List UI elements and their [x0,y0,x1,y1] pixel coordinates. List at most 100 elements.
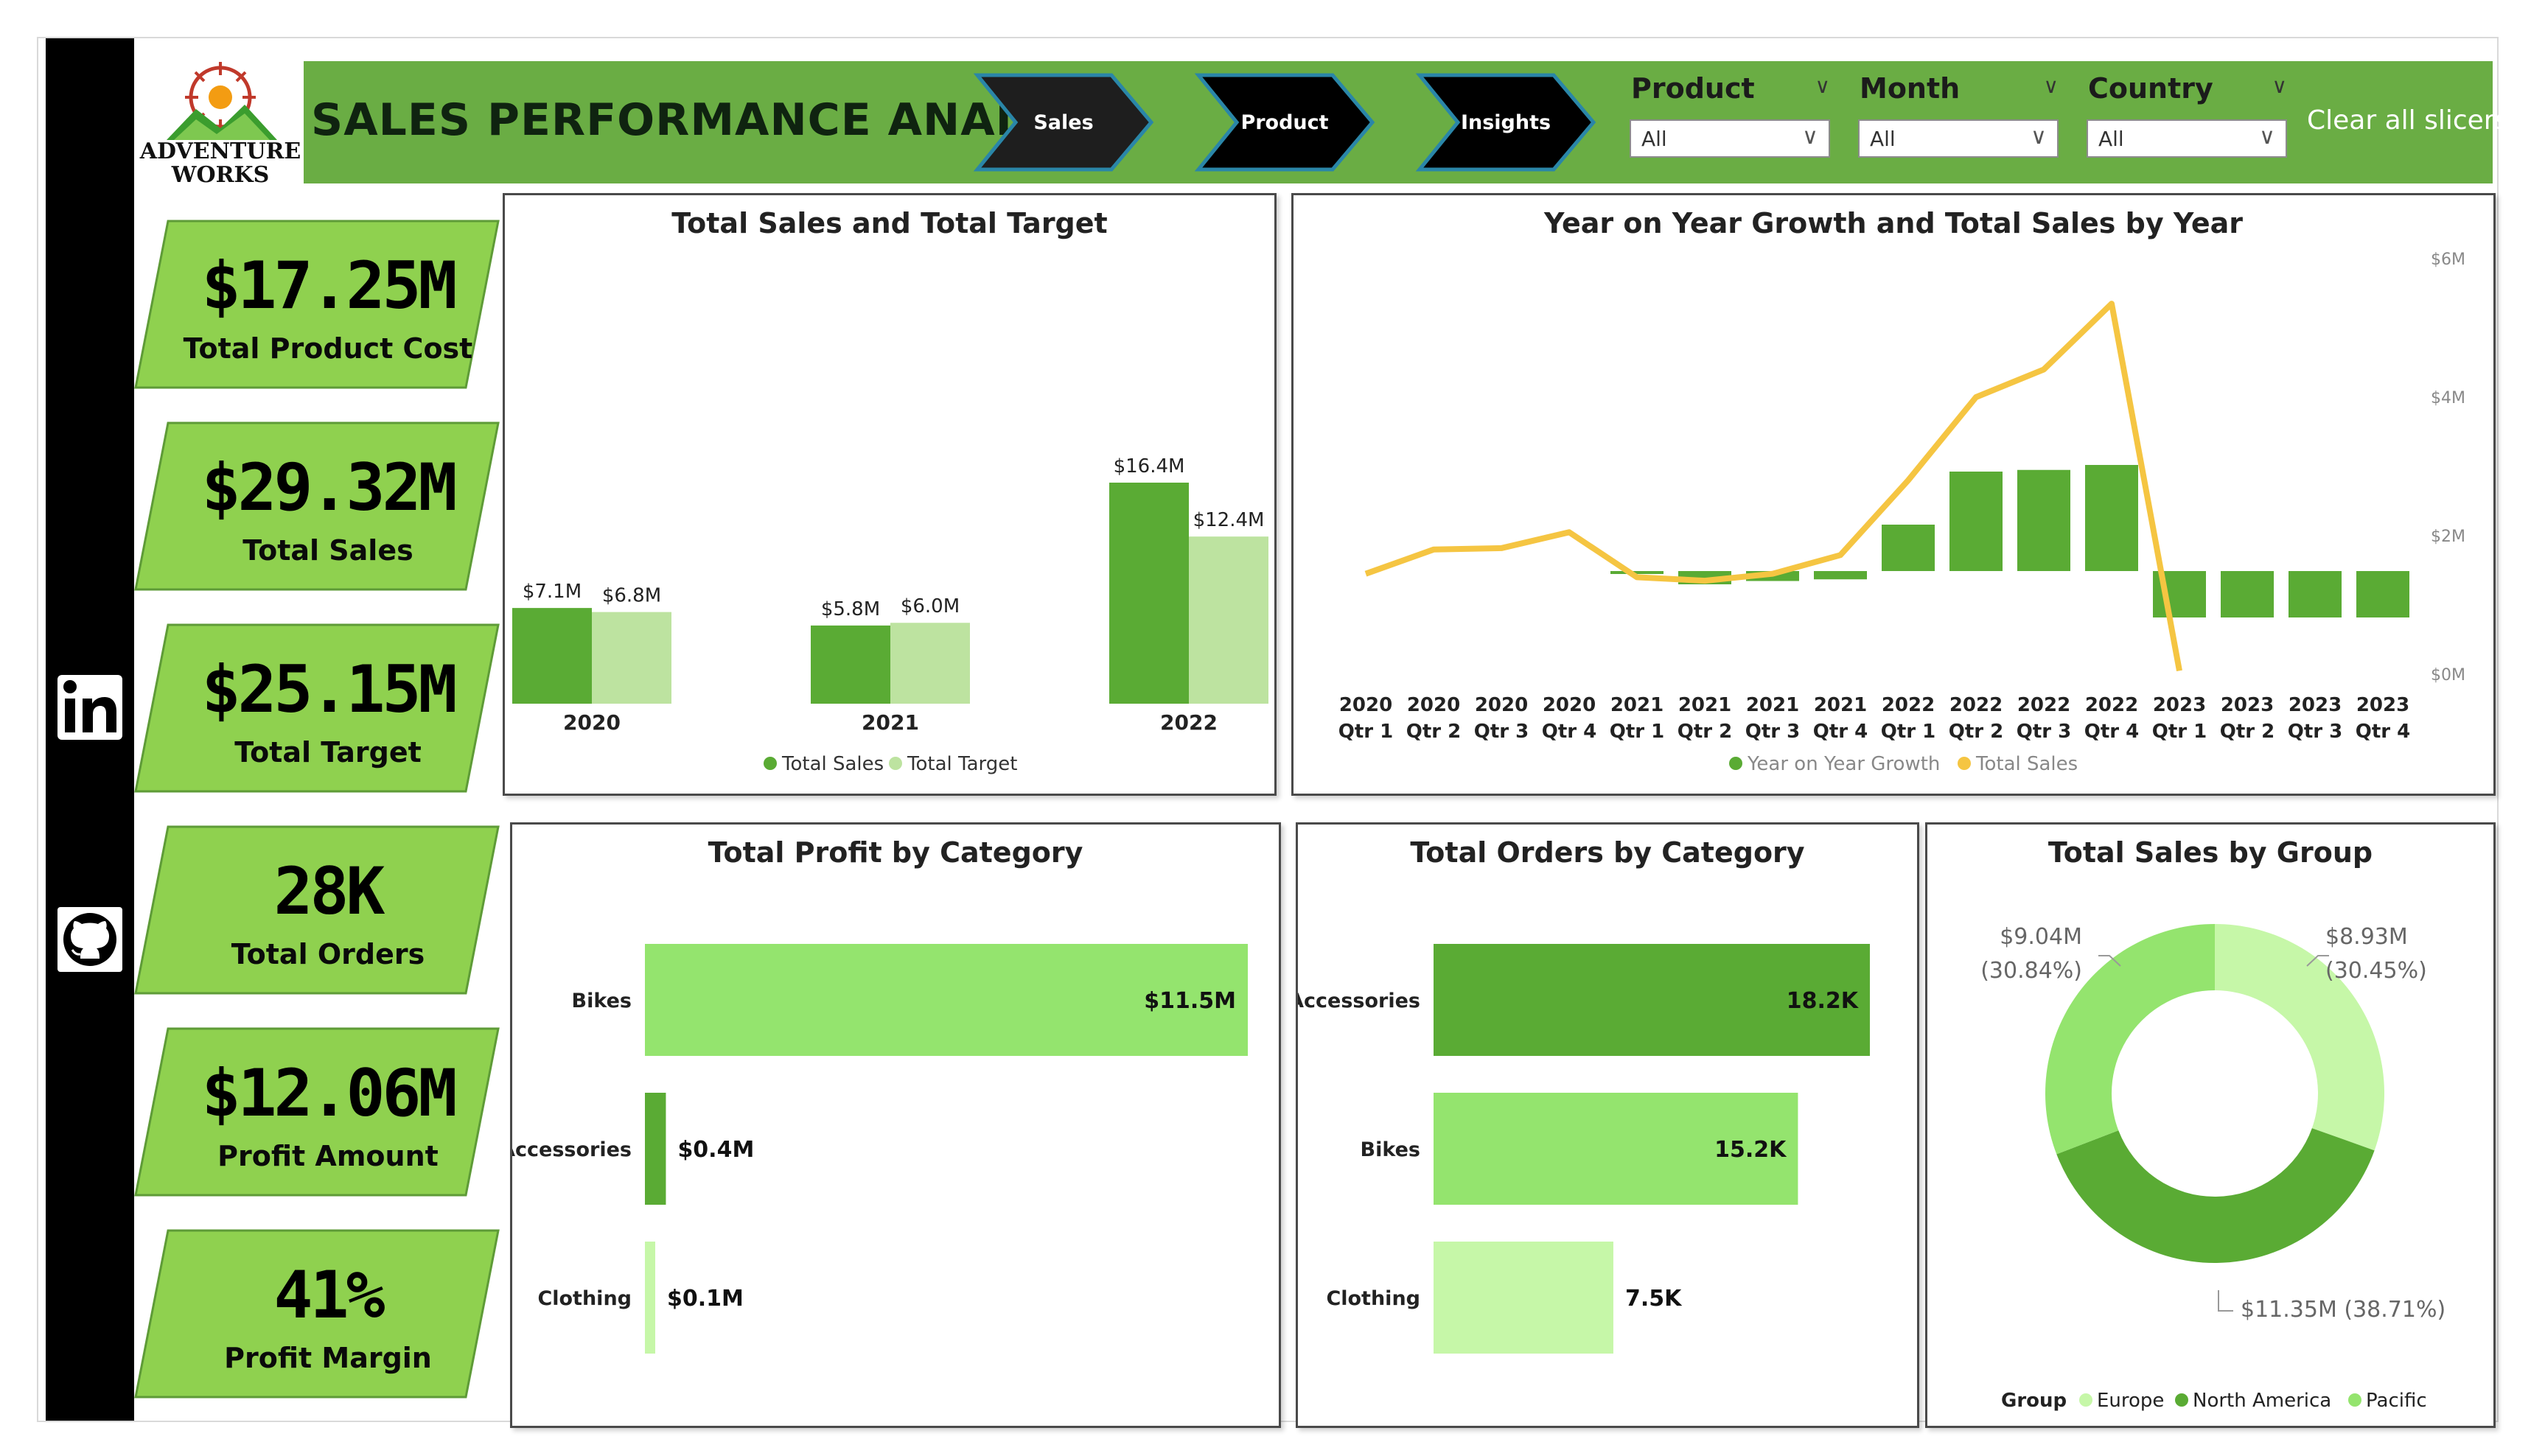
kpi-card-total-sales: $29.32M Total Sales [133,420,501,593]
slicer-title: Country [2088,72,2213,105]
x-tick-label-year: 2022 [1949,694,2003,716]
data-label: 15.2K [1714,1137,1787,1163]
page-title: SALES PERFORMANCE ANALYSIS [311,94,1133,146]
bar-total-target-2022 [1189,536,1268,704]
x-tick-label-year: 2020 [1407,694,1460,716]
bar-yoy-growth [2289,571,2342,617]
clear-slicers-button[interactable]: Clear all slicers [2307,105,2509,136]
kpi-value: 41% [273,1257,385,1333]
data-label: $6.0M [901,595,960,617]
x-tick-label-year: 2023 [2153,694,2206,716]
chevron-down-icon[interactable]: ∨ [2043,74,2059,98]
legend-marker [2348,1393,2361,1407]
x-tick-label-quarter: Qtr 3 [2017,721,2072,743]
x-tick-label-quarter: Qtr 4 [1813,721,1868,743]
x-tick-label-quarter: Qtr 2 [2220,721,2275,743]
product-slicer[interactable]: Product ∨ All ∨ [1624,68,1837,164]
chevron-down-icon[interactable]: ∨ [2272,74,2288,98]
chart-title: Total Sales and Total Target [671,207,1108,239]
orders-by-category-panel[interactable]: Total Orders by Category Accessories 18.2… [1296,822,1919,1428]
profit-by-category-panel[interactable]: Total Profit by Category Bikes $11.5M Acce… [510,822,1281,1428]
legend-label: Total Sales [781,753,884,775]
bar-total-sales-2021 [811,625,890,704]
y-tick-label: $6M [2431,251,2465,269]
month-dropdown[interactable]: All ∨ [1858,119,2059,158]
legend-label: Year on Year Growth [1747,753,1940,775]
x-tick-label-year: 2020 [1475,694,1528,716]
x-tick-label-quarter: Qtr 4 [2084,721,2140,743]
nav-button-product[interactable]: Product [1193,71,1377,174]
x-tick-label: 2022 [1160,710,1218,735]
nav-button-insights[interactable]: Insights [1414,71,1598,174]
legend-title: Group [2001,1390,2067,1412]
logo-text-line1: ADVENTURE [139,139,301,164]
yoy-growth-chart: $6M $4M $2M $0M 2020 Qtr 1 2020 Qtr 2 2020 Qtr 3 2… [1338,251,2465,775]
bar-yoy-growth [1949,472,2003,571]
chart-title: Total Profit by Category [708,836,1083,869]
bar-total-target-2020 [592,612,671,704]
y-tick-label: $0M [2431,666,2465,685]
kpi-value: $25.15M [201,651,458,727]
x-tick-label-quarter: Qtr 3 [1474,721,1529,743]
slice-label: $8.93M [2325,924,2408,950]
legend-label: North America [2193,1390,2331,1412]
bar-yoy-growth [2085,465,2138,571]
dropdown-value: All [1641,127,1667,151]
x-tick-label-quarter: Qtr 2 [1406,721,1462,743]
x-tick-label-year: 2021 [1814,694,1867,716]
bar-total-target-2021 [890,623,970,704]
bar-yoy-growth [1814,571,1867,580]
x-tick-label-quarter: Qtr 1 [1610,721,1665,743]
x-tick-label-year: 2022 [2017,694,2070,716]
line-total-sales [1364,301,2182,672]
chevron-down-icon: ∨ [2031,124,2047,150]
data-label: $12.4M [1193,509,1265,531]
legend-label: Pacific [2366,1390,2427,1412]
data-label: 18.2K [1787,988,1860,1014]
bar-total-sales-2022 [1109,483,1189,704]
sales-by-group-chart: $8.93M (30.45%) $9.04M (30.84%) $11.35M (38.… [1980,924,2446,1412]
yoy-growth-chart-panel[interactable]: Year on Year Growth and Total Sales by Y… [1291,193,2496,796]
x-tick-label-quarter: Qtr 4 [2356,721,2411,743]
adventure-works-logo: ADVENTURE WORKS [137,52,304,188]
sun-icon [185,62,256,133]
kpi-label: Profit Amount [217,1140,439,1172]
country-dropdown[interactable]: All ∨ [2087,119,2287,158]
legend-marker [764,757,777,770]
kpi-value: $17.25M [201,248,458,323]
nav-button-sales[interactable]: Sales [971,71,1156,174]
sales-target-chart-panel[interactable]: Total Sales and Total Target $7.1M $6.8M 2… [503,193,1277,796]
month-slicer[interactable]: Month ∨ All ∨ [1852,68,2066,164]
data-label: $6.8M [602,585,661,607]
dropdown-value: All [2098,127,2124,151]
sales-by-group-panel[interactable]: Total Sales by Group $8.93M (30.45%) $9.04… [1925,822,2496,1428]
bar-bikes [1434,1093,1798,1205]
linkedin-icon[interactable] [46,671,134,744]
chart-title: Year on Year Growth and Total Sales by Y… [1543,207,2243,239]
slice-label: $11.35M (38.71%) [2241,1297,2446,1323]
x-tick-label-quarter: Qtr 4 [1542,721,1597,743]
x-tick-label-quarter: Qtr 2 [1949,721,2004,743]
chevron-down-icon: ∨ [2259,124,2275,150]
product-dropdown[interactable]: All ∨ [1630,119,1830,158]
bar-accessories [1434,944,1870,1056]
category-label: Clothing [1326,1287,1420,1310]
slicer-title: Month [1860,72,1961,105]
nav-label: Product [1240,111,1329,134]
kpi-card-profit-amount: $12.06M Profit Amount [133,1026,501,1199]
x-tick-label-quarter: Qtr 2 [1678,721,1733,743]
kpi-label: Total Orders [231,938,425,970]
kpi-label: Total Target [234,736,422,769]
github-icon[interactable] [46,903,134,976]
legend-label: Total Target [907,753,1017,775]
bar-yoy-growth [1882,525,1935,571]
category-label: Accessories [512,1138,632,1161]
country-slicer[interactable]: Country ∨ All ∨ [2081,68,2294,164]
kpi-card-profit-margin: 41% Profit Margin [133,1228,501,1401]
data-label: $11.5M [1144,988,1236,1014]
legend-marker [2175,1393,2188,1407]
x-tick-label: 2020 [563,710,621,735]
chevron-down-icon[interactable]: ∨ [1815,74,1831,98]
legend-label: Total Sales [1975,753,2078,775]
kpi-label: Total Product Cost [183,332,473,365]
